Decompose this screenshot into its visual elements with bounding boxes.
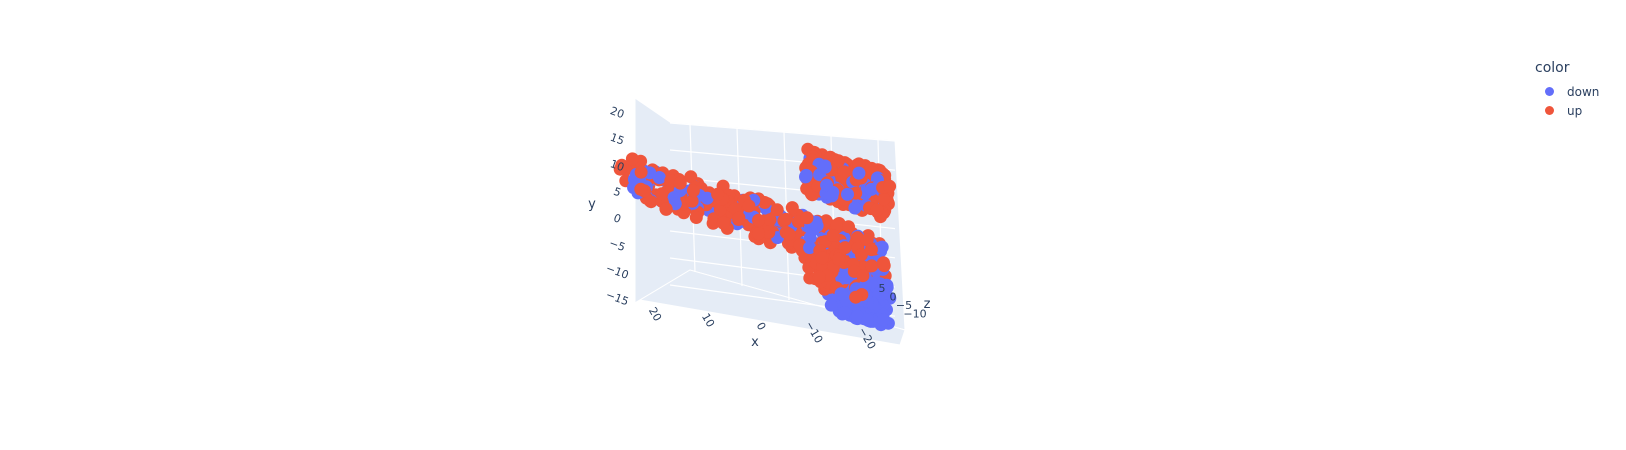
data-point-down[interactable] xyxy=(824,298,838,312)
data-point-up[interactable] xyxy=(860,233,874,247)
data-point-up[interactable] xyxy=(849,290,863,304)
data-point-up[interactable] xyxy=(883,179,897,193)
data-point-up[interactable] xyxy=(830,218,844,232)
data-point-up[interactable] xyxy=(732,211,746,225)
z-tick-label: 5 xyxy=(879,282,886,295)
y-tick-label: −15 xyxy=(604,288,630,308)
data-point-down[interactable] xyxy=(877,313,890,327)
data-point-up[interactable] xyxy=(684,170,698,184)
data-point-up[interactable] xyxy=(625,152,639,166)
data-point-up[interactable] xyxy=(877,256,890,270)
legend-label-up: up xyxy=(1567,103,1583,118)
data-point-up[interactable] xyxy=(837,165,851,179)
data-point-up[interactable] xyxy=(832,252,846,266)
y-tick-label: 5 xyxy=(612,185,623,200)
data-point-up[interactable] xyxy=(815,251,829,265)
data-point-up[interactable] xyxy=(832,154,845,168)
data-point-down[interactable] xyxy=(852,166,866,180)
legend-item-up[interactable]: up xyxy=(1545,101,1599,120)
data-point-up[interactable] xyxy=(716,216,730,230)
y-gridline xyxy=(669,311,896,346)
y-tick-label: 10 xyxy=(608,157,626,174)
x-tick-label: 20 xyxy=(646,305,664,324)
data-point-up[interactable] xyxy=(812,270,826,284)
data-point-down[interactable] xyxy=(851,309,864,323)
data-point-up[interactable] xyxy=(655,187,669,201)
legend-marker-up xyxy=(1545,106,1554,115)
legend-marker-down xyxy=(1545,87,1554,96)
x-axis-title: x xyxy=(751,335,759,350)
axis-titles: x y z xyxy=(588,197,930,350)
y-tick-label: 20 xyxy=(608,104,626,121)
data-point-up[interactable] xyxy=(613,162,627,176)
y-tick-label: 0 xyxy=(612,211,623,226)
x-tick-label: 0 xyxy=(754,320,769,333)
legend-item-down[interactable]: down xyxy=(1545,82,1599,101)
y-tick-label: 15 xyxy=(608,131,626,148)
data-point-up[interactable] xyxy=(686,184,700,198)
data-point-up[interactable] xyxy=(779,212,793,226)
data-point-down[interactable] xyxy=(841,187,854,201)
data-point-down[interactable] xyxy=(803,241,817,255)
data-point-up[interactable] xyxy=(763,213,777,227)
data-point-up[interactable] xyxy=(634,165,648,179)
z-tick-label: −10 xyxy=(903,308,926,321)
floor-wall xyxy=(634,269,906,346)
data-point-up[interactable] xyxy=(659,202,673,216)
data-point-down[interactable] xyxy=(700,191,714,205)
data-point-up[interactable] xyxy=(870,203,884,217)
data-point-up[interactable] xyxy=(782,227,796,241)
data-point-up[interactable] xyxy=(673,176,687,190)
data-point-up[interactable] xyxy=(851,231,864,245)
data-point-up[interactable] xyxy=(877,192,891,206)
data-point-down[interactable] xyxy=(838,306,852,319)
data-point-up[interactable] xyxy=(826,229,840,242)
z-tick-label: −5 xyxy=(896,299,912,312)
legend: color down up xyxy=(1535,60,1599,120)
data-point-down[interactable] xyxy=(825,189,839,203)
x-tick-label: 10 xyxy=(699,311,717,330)
data-point-down[interactable] xyxy=(810,219,824,233)
points-layer xyxy=(613,142,897,332)
data-point-down[interactable] xyxy=(848,201,862,215)
data-point-down[interactable] xyxy=(834,287,848,301)
data-point-up[interactable] xyxy=(800,211,814,225)
y-gridline xyxy=(669,122,896,142)
z-axis-title: z xyxy=(924,297,931,312)
data-point-down[interactable] xyxy=(861,313,875,327)
data-point-up[interactable] xyxy=(685,194,699,208)
data-point-down[interactable] xyxy=(818,160,832,174)
data-point-up[interactable] xyxy=(785,201,799,215)
data-point-up[interactable] xyxy=(711,187,725,201)
data-point-up[interactable] xyxy=(865,259,879,273)
legend-label-down: down xyxy=(1567,84,1600,99)
data-point-up[interactable] xyxy=(856,269,870,283)
data-point-up[interactable] xyxy=(706,216,720,230)
data-point-up[interactable] xyxy=(752,213,765,227)
data-point-up[interactable] xyxy=(854,248,868,262)
data-point-up[interactable] xyxy=(864,243,878,257)
legend-title: color xyxy=(1535,60,1570,76)
data-point-down[interactable] xyxy=(820,178,834,192)
data-point-up[interactable] xyxy=(689,211,703,224)
data-point-up[interactable] xyxy=(842,220,855,234)
data-point-down[interactable] xyxy=(652,171,666,184)
data-point-up[interactable] xyxy=(713,203,727,217)
data-point-down[interactable] xyxy=(878,280,892,294)
data-point-up[interactable] xyxy=(770,203,784,217)
data-point-up[interactable] xyxy=(852,157,866,171)
data-point-up[interactable] xyxy=(752,227,765,241)
y-tick-label: −10 xyxy=(604,262,630,282)
data-point-up[interactable] xyxy=(742,199,756,213)
y-tick-label: −5 xyxy=(607,236,627,254)
z-tick-label: 0 xyxy=(890,291,897,304)
data-point-down[interactable] xyxy=(799,170,812,184)
y-axis-title: y xyxy=(588,197,596,212)
data-point-up[interactable] xyxy=(634,182,648,196)
